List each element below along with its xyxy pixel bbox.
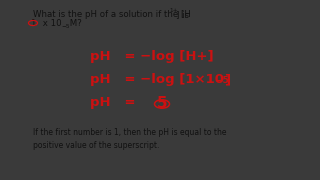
Text: pH   =: pH = [90, 96, 140, 109]
Text: pH   = −log [1×10: pH = −log [1×10 [90, 73, 224, 86]
Text: −5: −5 [61, 24, 70, 30]
Text: pH   = −log [H+]: pH = −log [H+] [90, 50, 214, 63]
Text: ]: ] [224, 73, 230, 86]
Text: 5: 5 [157, 96, 167, 111]
Text: 1+: 1+ [169, 8, 178, 14]
Text: x 10: x 10 [40, 19, 62, 28]
Text: −5: −5 [215, 76, 229, 85]
Text: ] is: ] is [176, 10, 189, 19]
Text: 1: 1 [30, 19, 36, 28]
Text: M?: M? [67, 19, 82, 28]
Text: What is the pH of a solution if the [H: What is the pH of a solution if the [H [33, 10, 191, 19]
Text: If the first number is 1, then the pH is equal to the
positive value of the supe: If the first number is 1, then the pH is… [33, 128, 227, 150]
